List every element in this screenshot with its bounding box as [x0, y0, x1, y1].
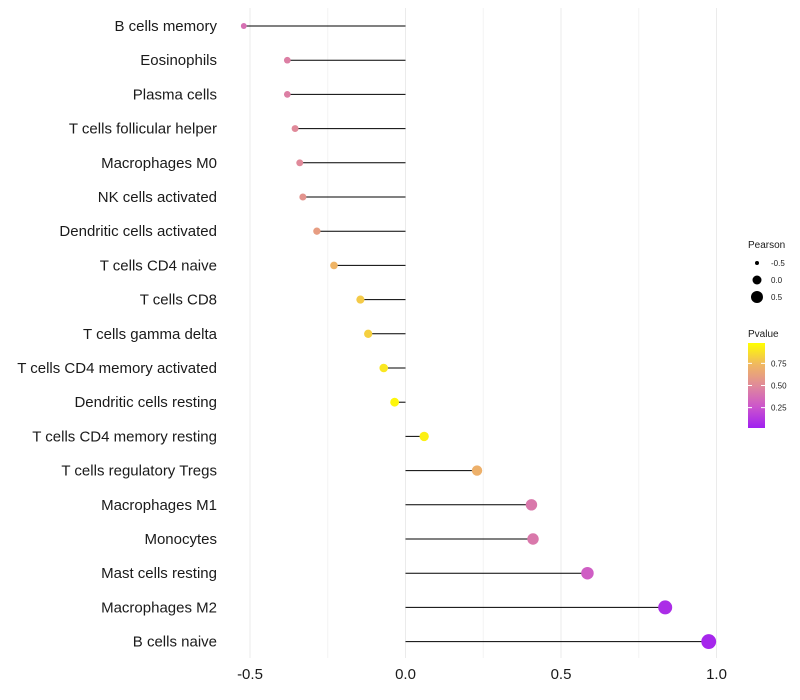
- lollipop-point: [419, 431, 429, 442]
- lollipop-point: [240, 23, 247, 29]
- x-tick-label: 1.0: [706, 666, 727, 683]
- lollipop-point: [527, 533, 539, 545]
- category-label: Dendritic cells activated: [59, 223, 217, 240]
- category-label: T cells follicular helper: [69, 121, 217, 138]
- legend: Pearson -0.5 0.0 0.5 Pvalue 0.75 0.50 0.25: [748, 240, 787, 428]
- y-axis-labels: B cells memory Eosinophils Plasma cells T c…: [17, 18, 217, 651]
- legend-size-dot-small: [755, 261, 759, 265]
- lollipop-point: [283, 91, 291, 98]
- legend-colorbar: [748, 343, 765, 428]
- category-label: Macrophages M0: [101, 155, 217, 172]
- lollipop-point: [581, 566, 594, 580]
- legend-size-dot-large: [751, 291, 763, 303]
- x-axis-ticks: -0.5 0.0 0.5 1.0: [237, 666, 727, 683]
- lollipop-point: [356, 295, 365, 304]
- lollipop-point: [330, 261, 338, 270]
- category-label: B cells naive: [133, 634, 217, 651]
- lollipop-point: [379, 363, 389, 373]
- legend-colorbar-ticks: 0.75 0.50 0.25: [748, 359, 787, 413]
- category-label: Macrophages M2: [101, 599, 217, 616]
- lollipop-point: [291, 125, 299, 133]
- category-label: B cells memory: [114, 18, 217, 35]
- category-label: T cells CD4 memory activated: [17, 360, 217, 377]
- category-label: Eosinophils: [140, 52, 217, 69]
- category-label: T cells CD4 memory resting: [32, 428, 217, 445]
- category-label: T cells gamma delta: [83, 326, 218, 343]
- category-label: Monocytes: [144, 531, 217, 548]
- category-label: T cells regulatory Tregs: [61, 463, 217, 480]
- x-tick-label: 0.5: [551, 666, 572, 683]
- colorbar-tick-label: 0.25: [771, 404, 787, 413]
- lollipop-point: [364, 329, 373, 338]
- lollipop-point: [658, 600, 673, 615]
- legend-size-label: 0.5: [771, 293, 783, 302]
- colorbar-tick-label: 0.75: [771, 359, 787, 368]
- category-label: Mast cells resting: [101, 565, 217, 582]
- category-label: Dendritic cells resting: [74, 394, 217, 411]
- x-tick-label: 0.0: [395, 666, 416, 683]
- lollipop-point: [299, 193, 307, 201]
- legend-size-title: Pearson: [748, 240, 785, 251]
- lollipop-point: [283, 56, 291, 64]
- lollipop-points: [240, 23, 717, 650]
- lollipop-stems: [243, 25, 709, 643]
- legend-size-label: -0.5: [771, 259, 785, 268]
- legend-color-title: Pvalue: [748, 329, 779, 340]
- category-label: Plasma cells: [133, 86, 217, 103]
- colorbar-tick-label: 0.50: [771, 382, 787, 391]
- lollipop-point: [471, 465, 483, 476]
- category-label: Macrophages M1: [101, 497, 217, 514]
- lollipop-point: [296, 159, 304, 167]
- lollipop-point: [313, 227, 321, 235]
- lollipop-point: [390, 397, 400, 407]
- lollipop-point: [525, 499, 538, 511]
- grid-lines: [249, 8, 717, 658]
- category-label: NK cells activated: [98, 189, 217, 206]
- category-label: T cells CD8: [140, 292, 217, 309]
- lollipop-point: [701, 634, 717, 650]
- x-tick-label: -0.5: [237, 666, 263, 683]
- category-label: T cells CD4 naive: [100, 257, 217, 274]
- legend-size-label: 0.0: [771, 276, 783, 285]
- legend-size-dot-medium: [752, 275, 762, 285]
